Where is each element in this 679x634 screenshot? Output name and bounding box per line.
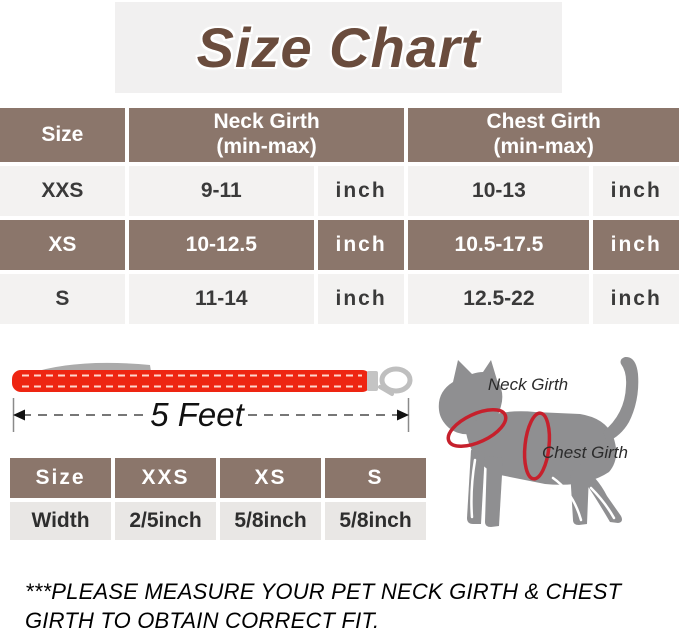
width-value-xxs: 2/5inch bbox=[115, 502, 216, 540]
width-table: Size XXS XS S Width 2/5inch 5/8inch 5/8i… bbox=[6, 454, 430, 544]
measurement-footnote: ***PLEASE MEASURE YOUR PET NECK GIRTH & … bbox=[25, 579, 622, 634]
header-neck-girth-line1: Neck Girth bbox=[213, 110, 320, 134]
width-header-xs: XS bbox=[220, 458, 321, 498]
cell-chest-unit-xs: inch bbox=[593, 220, 679, 270]
page-title: Size Chart bbox=[196, 16, 481, 79]
cell-size-s: S bbox=[0, 274, 125, 324]
title-banner: Size Chart bbox=[115, 2, 562, 93]
neck-girth-ring-icon bbox=[446, 408, 508, 448]
header-chest-girth-line1: Chest Girth bbox=[486, 110, 601, 134]
cat-fur-lines-icon bbox=[470, 458, 616, 522]
arrow-right-icon bbox=[397, 409, 409, 421]
cell-chest-xs: 10.5-17.5 bbox=[408, 220, 590, 270]
cell-chest-xxs: 10-13 bbox=[408, 166, 590, 216]
leash-strap bbox=[12, 370, 371, 392]
header-chest-girth-line2: (min-max) bbox=[493, 135, 594, 158]
header-size: Size bbox=[0, 108, 125, 162]
cell-size-xxs: XXS bbox=[0, 166, 125, 216]
cell-neck-unit-s: inch bbox=[317, 274, 405, 324]
chest-girth-ring-icon bbox=[522, 411, 552, 481]
clasp-hook-icon bbox=[379, 366, 413, 394]
size-table-header-row: Size Neck Girth (min-max) Chest Girth (m… bbox=[0, 108, 679, 162]
width-header-xxs: XXS bbox=[115, 458, 216, 498]
cell-neck-s: 11-14 bbox=[128, 274, 314, 324]
width-table-value-row: Width 2/5inch 5/8inch 5/8inch bbox=[10, 502, 426, 540]
width-value-xs: 5/8inch bbox=[220, 502, 321, 540]
width-value-s: 5/8inch bbox=[325, 502, 426, 540]
header-neck-girth: Neck Girth (min-max) bbox=[128, 108, 405, 162]
cat-measurement-diagram: Neck Girth Chest Girth bbox=[438, 356, 639, 527]
table-row-s: S 11-14 inch 12.5-22 inch bbox=[0, 274, 679, 324]
leash-illustration: 5 Feet bbox=[12, 362, 413, 433]
table-row-xs: XS 10-12.5 inch 10.5-17.5 inch bbox=[0, 220, 679, 270]
cell-chest-s: 12.5-22 bbox=[408, 274, 590, 324]
cat-silhouette-icon bbox=[438, 356, 639, 527]
cell-size-xs: XS bbox=[0, 220, 125, 270]
header-chest-girth: Chest Girth (min-max) bbox=[408, 108, 679, 162]
clasp-gate-icon bbox=[378, 385, 394, 396]
clasp-collar-icon bbox=[367, 371, 378, 391]
leash-length-label: 5 Feet bbox=[150, 396, 245, 433]
cell-chest-unit-s: inch bbox=[593, 274, 679, 324]
width-header-size: Size bbox=[10, 458, 111, 498]
width-row-label: Width bbox=[10, 502, 111, 540]
cell-neck-xs: 10-12.5 bbox=[128, 220, 314, 270]
width-table-header-row: Size XXS XS S bbox=[10, 458, 426, 498]
size-table: Size Neck Girth (min-max) Chest Girth (m… bbox=[0, 104, 679, 328]
cell-neck-xxs: 9-11 bbox=[128, 166, 314, 216]
table-row-xxs: XXS 9-11 inch 10-13 inch bbox=[0, 166, 679, 216]
cell-neck-unit-xxs: inch bbox=[317, 166, 405, 216]
width-header-s: S bbox=[325, 458, 426, 498]
chest-girth-label: Chest Girth bbox=[542, 443, 628, 462]
cell-neck-unit-xs: inch bbox=[317, 220, 405, 270]
cell-chest-unit-xxs: inch bbox=[593, 166, 679, 216]
arrow-left-icon bbox=[13, 409, 25, 421]
header-neck-girth-line2: (min-max) bbox=[216, 135, 317, 158]
neck-girth-label: Neck Girth bbox=[488, 375, 568, 394]
